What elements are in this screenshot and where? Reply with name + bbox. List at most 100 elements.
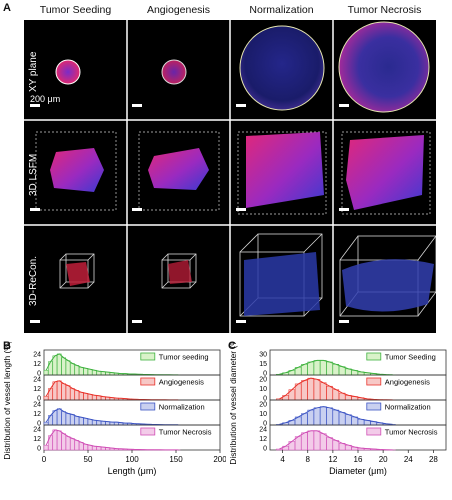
legend-swatch: [140, 352, 156, 361]
histogram-bar: [313, 430, 321, 451]
y-tick-label: 0: [37, 446, 41, 453]
x-tick-label: 150: [169, 455, 183, 464]
legend-label: Normalization: [159, 403, 205, 412]
y-tick-label: 12: [33, 386, 41, 393]
y-tick-label: 0: [263, 371, 267, 378]
y-tick-label: 10: [259, 411, 267, 418]
histogram-bar: [345, 414, 352, 426]
legend-label: Angiogenesis: [385, 378, 430, 387]
y-tick-label: 0: [263, 396, 267, 403]
fit-line: [45, 429, 179, 451]
histogram-bar: [87, 369, 93, 376]
column-title-normalization: Normalization: [249, 4, 314, 16]
histogram-bar: [70, 438, 75, 451]
y-tick-label: 10: [259, 386, 267, 393]
legend-swatch: [140, 377, 156, 386]
x-tick-label: 4: [280, 455, 285, 464]
histogram-bar: [48, 415, 53, 426]
x-tick-label: 20: [379, 455, 388, 464]
histogram-bar: [65, 413, 71, 426]
histogram-bar: [326, 361, 333, 376]
y-tick-label: 24: [259, 427, 267, 434]
y-tick-label: 20: [259, 377, 267, 384]
histogram-bar: [301, 380, 308, 401]
y-tick-label: 12: [33, 411, 41, 418]
fit-line: [279, 377, 393, 401]
x-tick-label: 8: [305, 455, 310, 464]
legend-label: Tumor Necrosis: [385, 428, 438, 437]
y-axis-label: Distribution of vessel diameter (%): [228, 342, 238, 465]
histogram-bar: [83, 393, 88, 401]
histogram-bar: [307, 361, 314, 376]
legend-swatch: [366, 377, 382, 386]
histogram-bar: [43, 395, 49, 401]
x-tick-label: 12: [328, 455, 337, 464]
histogram-bar: [83, 368, 88, 376]
y-tick-label: 0: [37, 421, 41, 428]
panel-c-letter: C: [228, 340, 236, 352]
fit-line: [45, 408, 179, 426]
histogram-bar: [70, 363, 75, 376]
histogram-bar: [56, 430, 62, 451]
histogram-bar: [74, 416, 80, 426]
legend-label: Tumor seeding: [159, 353, 209, 362]
histogram-bar: [320, 406, 327, 426]
histogram-bar: [313, 407, 321, 426]
histogram-bar: [48, 361, 53, 376]
y-tick-label: 0: [263, 446, 267, 453]
histogram-bar: [78, 442, 84, 451]
row-label-3d-lsfm: 3D LSFM: [28, 153, 39, 196]
histogram-bar: [307, 377, 314, 401]
histogram-bar: [74, 440, 80, 451]
y-tick-label: 0: [37, 396, 41, 403]
y-tick-label: 12: [33, 436, 41, 443]
histogram-bar: [313, 360, 321, 376]
histogram-bar: [92, 394, 97, 401]
histogram-bar: [56, 353, 62, 376]
histogram-bar: [48, 388, 53, 401]
y-tick-label: 20: [259, 402, 267, 409]
histogram-bar: [61, 411, 66, 426]
histogram-bar: [56, 380, 62, 401]
histogram-bar: [87, 419, 93, 426]
x-tick-label: 200: [213, 455, 226, 464]
histogram-bar: [78, 367, 84, 376]
vessel-diameter-histogram: Distribution of vessel diameter (%) 30 15 0…: [228, 342, 447, 476]
histogram-bar: [92, 419, 97, 426]
y-tick-label: 0: [263, 421, 267, 428]
histogram-bar: [313, 379, 321, 401]
histogram-bar: [320, 382, 327, 401]
scale-bar-label: 200 μm: [30, 94, 61, 104]
histogram-bar: [65, 436, 71, 451]
row-label-xy-plane: XY plane: [28, 51, 39, 92]
histogram-bar: [70, 414, 75, 426]
x-tick-label: 28: [429, 455, 438, 464]
y-tick-label: 0: [37, 371, 41, 378]
y-tick-label: 24: [33, 377, 41, 384]
histogram-bar: [74, 365, 80, 376]
histogram-bar: [61, 433, 66, 451]
column-title-angiogenesis: Angiogenesis: [146, 4, 211, 16]
vessel-length-histogram: Distribution of vessel length (%) 24 12 0 Tu…: [2, 342, 226, 476]
legend-swatch: [366, 402, 382, 411]
x-tick-label: 100: [125, 455, 139, 464]
y-tick-label: 24: [33, 402, 41, 409]
column-title-tumor-necrosis: Tumor Necrosis: [347, 4, 422, 16]
histogram-bar: [307, 430, 314, 451]
histogram-bar: [78, 392, 84, 401]
histogram-bar: [56, 408, 62, 426]
histogram-bar: [48, 435, 53, 451]
fit-line: [279, 406, 393, 425]
legend-label: Angiogenesis: [159, 378, 204, 387]
y-tick-label: 30: [259, 352, 267, 359]
panel-a-letter: A: [3, 2, 11, 14]
x-tick-label: 16: [354, 455, 363, 464]
histogram-bar: [74, 390, 80, 401]
histogram-bar: [338, 412, 346, 426]
y-tick-label: 24: [33, 352, 41, 359]
fit-line: [279, 430, 393, 451]
microscopy-images: [24, 20, 437, 333]
y-tick-label: 24: [33, 427, 41, 434]
y-tick-label: 15: [259, 361, 267, 368]
histogram-bar: [87, 394, 93, 401]
